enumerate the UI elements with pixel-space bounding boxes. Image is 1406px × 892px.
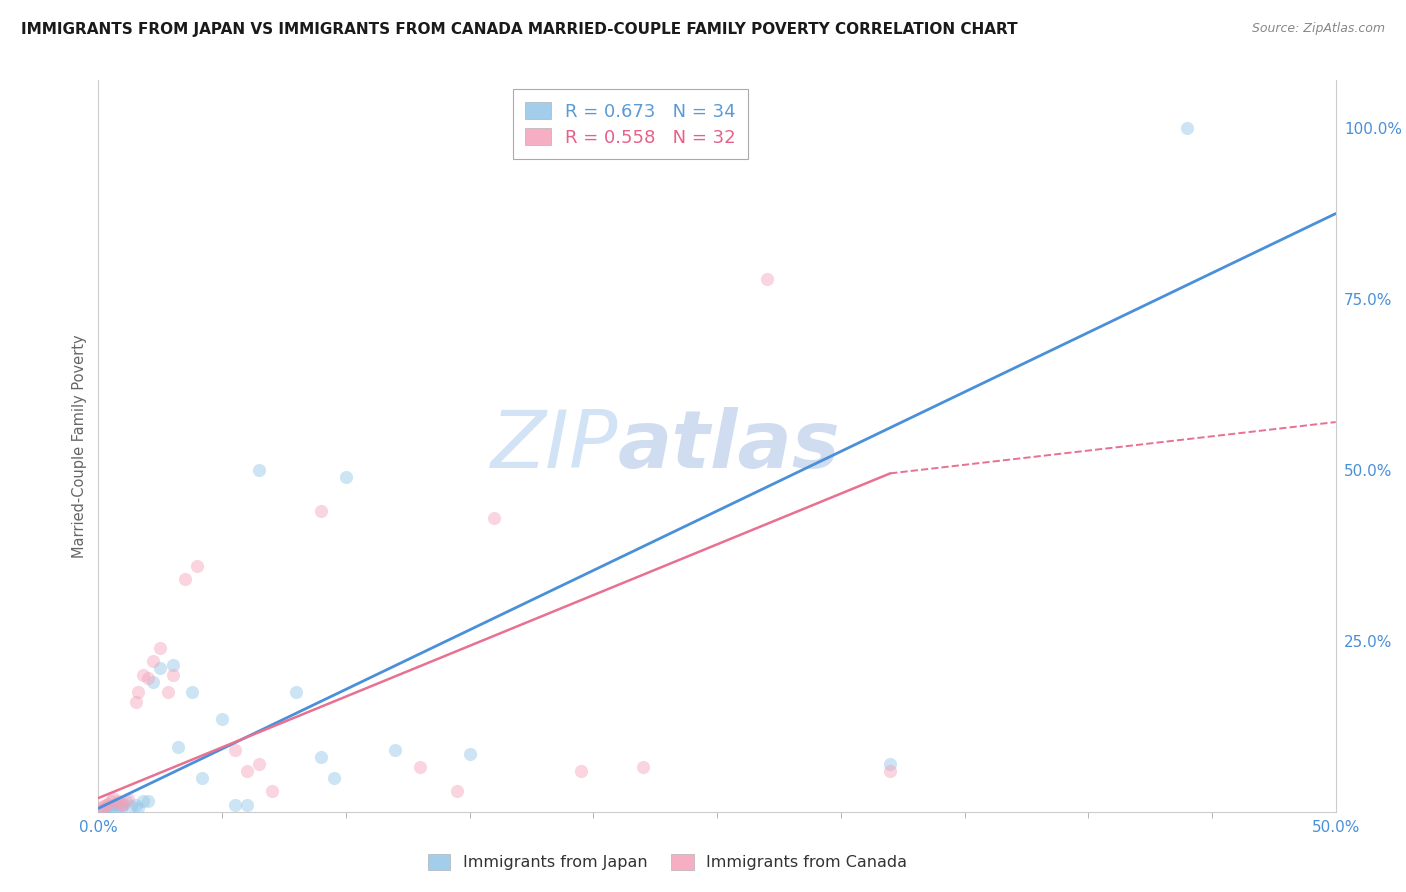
Point [879, 764, 901, 778]
Point [162, 657, 184, 672]
Text: ZIP: ZIP [491, 407, 619, 485]
Point [112, 797, 135, 812]
Point [191, 771, 214, 785]
Point [90, 801, 112, 815]
Point [484, 510, 506, 524]
Point [1175, 121, 1198, 136]
Point [104, 797, 127, 811]
Point [224, 743, 246, 757]
Point [97, 799, 120, 814]
Point [127, 685, 149, 699]
Point [247, 463, 270, 477]
Point [236, 797, 259, 812]
Point [186, 558, 208, 573]
Point [224, 797, 246, 812]
Point [166, 739, 188, 754]
Point [335, 469, 357, 483]
Point [446, 784, 468, 798]
Point [127, 801, 149, 815]
Point [236, 764, 259, 778]
Point [174, 572, 197, 586]
Point [409, 760, 432, 774]
Point [132, 795, 155, 809]
Text: atlas: atlas [619, 407, 841, 485]
Point [110, 801, 132, 815]
Y-axis label: Married-Couple Family Poverty: Married-Couple Family Poverty [72, 334, 87, 558]
Point [120, 799, 142, 814]
Point [117, 792, 139, 806]
Point [149, 640, 172, 655]
Point [156, 685, 179, 699]
Point [260, 784, 283, 798]
Point [112, 797, 135, 811]
Point [309, 750, 332, 764]
Point [458, 747, 481, 761]
Point [100, 801, 122, 815]
Point [100, 795, 122, 809]
Point [124, 797, 146, 812]
Point [93, 799, 115, 814]
Point [103, 791, 125, 805]
Point [755, 271, 778, 285]
Point [631, 760, 654, 774]
Point [132, 668, 155, 682]
Point [110, 797, 132, 812]
Point [136, 672, 159, 686]
Point [181, 685, 204, 699]
Point [309, 504, 332, 518]
Point [879, 756, 901, 771]
Point [384, 743, 406, 757]
Point [136, 795, 159, 809]
Point [93, 802, 115, 816]
Point [247, 756, 270, 771]
Point [211, 713, 233, 727]
Point [322, 771, 344, 785]
Point [569, 764, 592, 778]
Point [94, 797, 117, 812]
Point [162, 668, 184, 682]
Legend: Immigrants from Japan, Immigrants from Canada: Immigrants from Japan, Immigrants from C… [422, 848, 914, 877]
Point [124, 695, 146, 709]
Point [142, 674, 165, 689]
Point [90, 803, 112, 817]
Point [114, 795, 136, 809]
Point [149, 661, 172, 675]
Point [107, 795, 129, 809]
Text: IMMIGRANTS FROM JAPAN VS IMMIGRANTS FROM CANADA MARRIED-COUPLE FAMILY POVERTY CO: IMMIGRANTS FROM JAPAN VS IMMIGRANTS FROM… [21, 22, 1018, 37]
Point [97, 797, 120, 811]
Point [107, 799, 129, 814]
Text: Source: ZipAtlas.com: Source: ZipAtlas.com [1251, 22, 1385, 36]
Point [285, 685, 308, 699]
Point [103, 797, 125, 812]
Point [142, 654, 165, 668]
Point [94, 800, 117, 814]
